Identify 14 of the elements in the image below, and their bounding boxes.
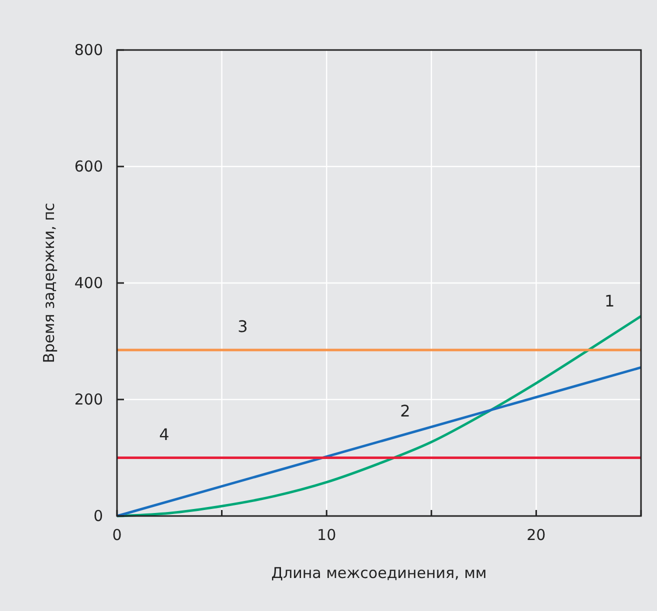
y-tick-label: 400: [74, 274, 103, 292]
y-tick-label: 0: [93, 507, 103, 525]
series-label: 3: [238, 316, 248, 336]
y-tick-label: 200: [74, 390, 103, 408]
series-label: 2: [400, 401, 410, 420]
x-axis-title: Длина межсоединения, мм: [271, 564, 487, 582]
series-label: 1: [604, 291, 615, 310]
x-tick-label: 0: [112, 526, 122, 544]
y-axis-title: Время задержки, пс: [40, 202, 58, 364]
x-tick-label: 20: [526, 526, 546, 544]
y-tick-label: 600: [74, 158, 103, 176]
y-tick-label: 800: [74, 41, 103, 59]
series-label: 4: [159, 424, 170, 444]
x-tick-label: 10: [317, 526, 336, 544]
